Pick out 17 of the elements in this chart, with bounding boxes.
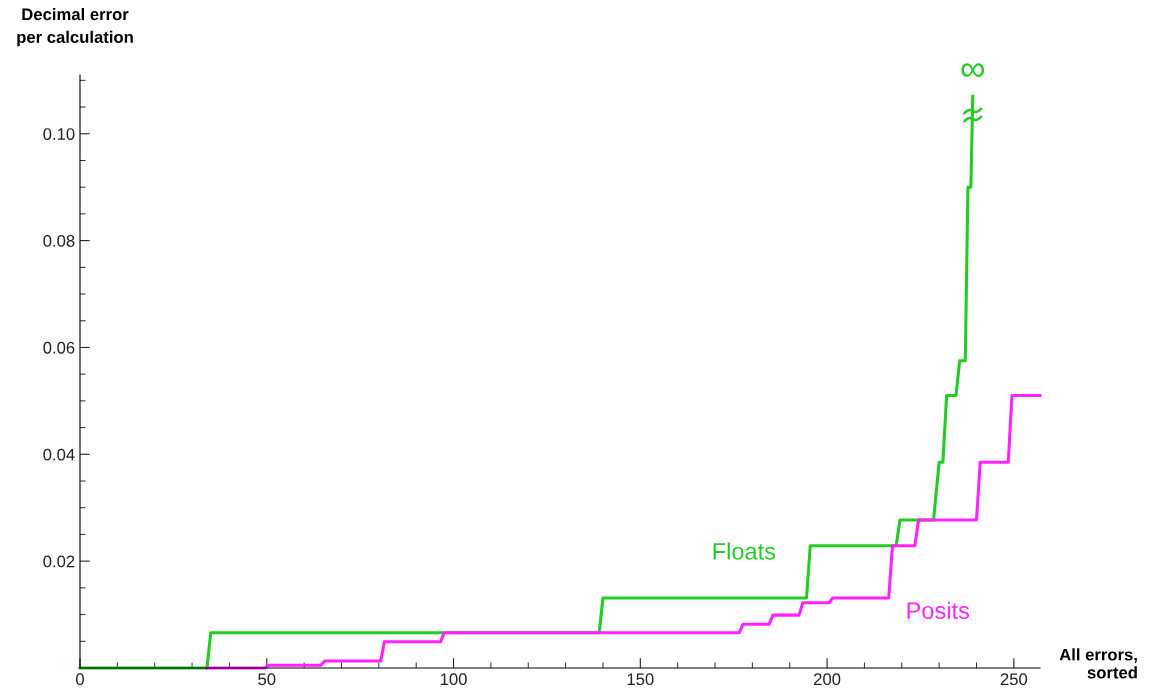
x-tick-label: 100 xyxy=(440,673,467,686)
y-axis-title: Decimal error per calculation xyxy=(17,8,133,47)
series-label: Floats xyxy=(713,542,776,560)
line-series xyxy=(205,394,1042,670)
y-tick-label: 0.02 xyxy=(43,555,75,568)
y-tick-label: 0.08 xyxy=(43,235,75,247)
x-axis-title: All errors, sorted xyxy=(1059,648,1137,679)
y-tick-label: 0.10 xyxy=(43,128,75,140)
annotation: ∞ xyxy=(961,63,985,77)
x-tick-label: 150 xyxy=(627,673,654,686)
x-tick-label: 200 xyxy=(814,673,841,686)
x-tick-label: 50 xyxy=(258,673,276,686)
y-tick-label: 0.06 xyxy=(43,341,75,354)
series-label: Posits xyxy=(907,601,970,620)
x-tick-label: 250 xyxy=(1000,673,1028,686)
x-tick-label: 0 xyxy=(76,673,84,686)
y-tick-label: 0.04 xyxy=(43,448,75,461)
